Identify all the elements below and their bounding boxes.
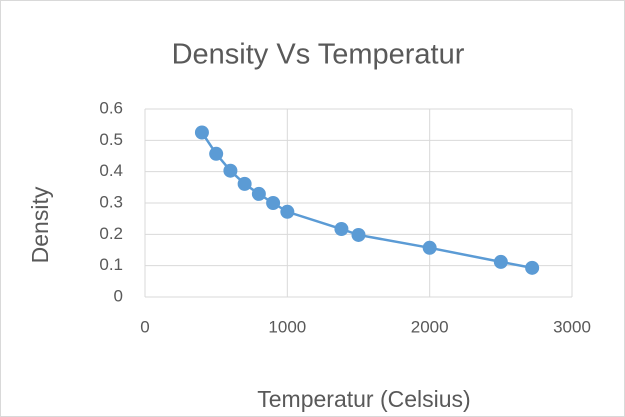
data-point xyxy=(334,222,349,237)
data-point xyxy=(525,260,540,275)
y-tick-label: 0.2 xyxy=(99,224,123,243)
x-tick-label: 2000 xyxy=(411,317,449,336)
data-point xyxy=(237,176,252,191)
data-point xyxy=(194,125,209,140)
x-axis-label: Temperatur (Celsius) xyxy=(257,386,470,412)
y-tick-label: 0.6 xyxy=(99,98,123,117)
data-point xyxy=(223,163,238,178)
x-tick-label: 1000 xyxy=(268,317,306,336)
data-point xyxy=(209,146,224,161)
chart-title: Density Vs Temperatur xyxy=(172,39,465,71)
data-point xyxy=(266,196,281,210)
x-tick-label: 3000 xyxy=(553,317,591,336)
data-point xyxy=(280,204,295,219)
y-tick-label: 0.1 xyxy=(99,255,123,274)
x-tick-label: 0 xyxy=(140,317,149,336)
data-point xyxy=(351,227,366,242)
data-point xyxy=(251,186,266,201)
y-tick-label: 0.3 xyxy=(99,192,123,211)
data-point xyxy=(422,240,437,255)
y-axis-label: Density xyxy=(27,186,53,263)
data-point xyxy=(493,254,508,269)
y-tick-label: 0 xyxy=(114,286,123,305)
y-tick-label: 0.5 xyxy=(99,130,123,149)
y-tick-label: 0.4 xyxy=(99,161,123,180)
